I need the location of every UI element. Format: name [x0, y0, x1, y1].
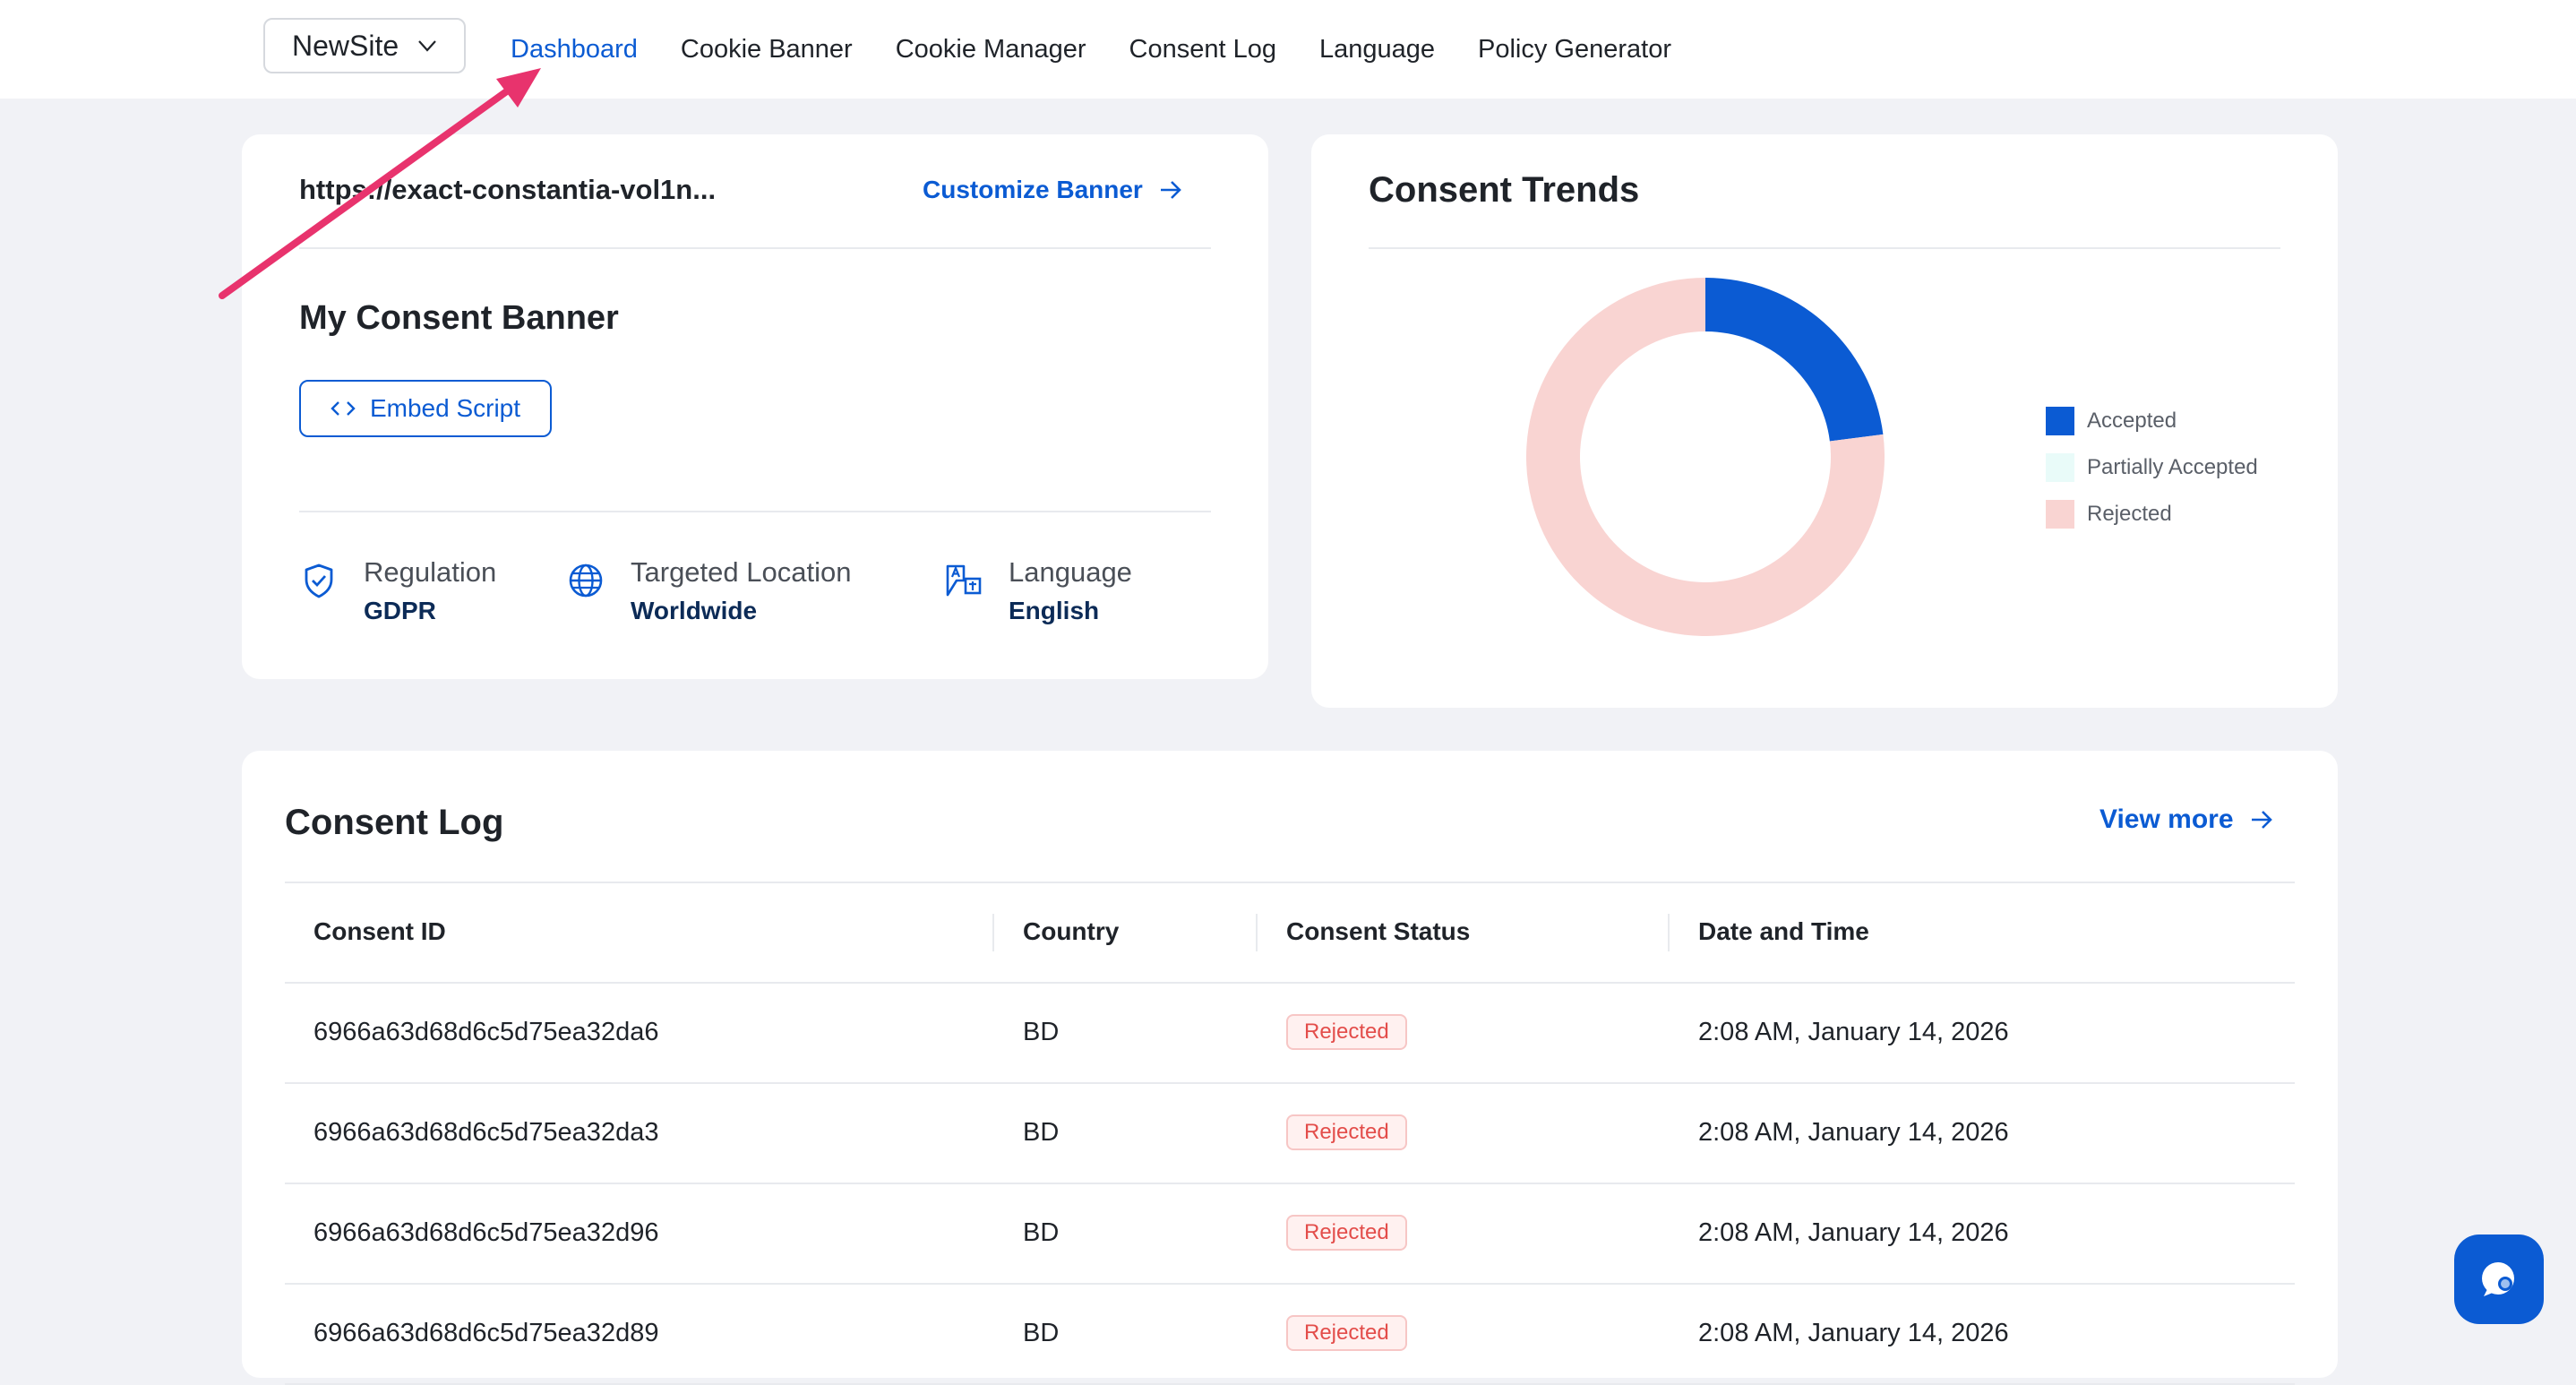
country-cell: BD: [1023, 1218, 1060, 1247]
consent-id-cell: 6966a63d68d6c5d75ea32d96: [313, 1218, 659, 1247]
column-header-date-time[interactable]: Date and Time: [1698, 917, 1869, 945]
code-icon: [331, 401, 356, 416]
meta-value: GDPR: [364, 597, 436, 624]
table-row[interactable]: 6966a63d68d6c5d75ea32da3 BD Rejected 2:0…: [285, 1084, 2295, 1184]
meta-value: Worldwide: [631, 597, 758, 624]
donut-slice-accepted[interactable]: [1705, 278, 1884, 442]
nav-language[interactable]: Language: [1318, 34, 1436, 64]
consent-id-cell: 6966a63d68d6c5d75ea32da6: [313, 1018, 659, 1046]
meta-label: Language: [1009, 556, 1132, 588]
country-cell: BD: [1023, 1319, 1060, 1347]
status-badge: Rejected: [1286, 1315, 1407, 1351]
consent-log-card: Consent Log View more Consent ID Country…: [242, 751, 2338, 1385]
nav-cookie-manager[interactable]: Cookie Manager: [895, 34, 1086, 64]
consent-banner-card: https://exact-constantia-vol1n... Custom…: [242, 134, 1268, 679]
main-nav: Dashboard Cookie Banner Cookie Manager C…: [511, 0, 1714, 99]
translate-icon: [946, 564, 982, 597]
nav-consent-log[interactable]: Consent Log: [1129, 34, 1276, 64]
consent-log-table: Consent ID Country Consent Status Date a…: [285, 882, 2295, 1385]
shield-check-icon: [305, 563, 333, 598]
datetime-cell: 2:08 AM, January 14, 2026: [1698, 1319, 2009, 1347]
view-more-link[interactable]: View more: [2099, 804, 2273, 835]
table-row[interactable]: 6966a63d68d6c5d75ea32d96 BD Rejected 2:0…: [285, 1184, 2295, 1285]
table-row[interactable]: 6966a63d68d6c5d75ea32da6 BD Rejected 2:0…: [285, 984, 2295, 1084]
meta-label: Targeted Location: [631, 556, 852, 588]
meta-value: English: [1009, 597, 1100, 624]
divider: [299, 247, 1211, 249]
customize-banner-label: Customize Banner: [923, 176, 1143, 203]
consent-id-cell: 6966a63d68d6c5d75ea32d89: [313, 1319, 659, 1347]
divider: [1369, 247, 2280, 249]
column-separator: [1668, 914, 1670, 951]
table-row[interactable]: 6966a63d68d6c5d75ea32d89 BD Rejected 2:0…: [285, 1285, 2295, 1385]
legend-item-rejected: Rejected: [2046, 491, 2258, 538]
meta-label: Regulation: [364, 556, 497, 588]
customize-banner-link[interactable]: Customize Banner: [923, 176, 1182, 204]
donut-slice-rejected[interactable]: [1526, 278, 1885, 636]
top-navigation-bar: NewSite Dashboard Cookie Banner Cookie M…: [0, 0, 2576, 99]
arrow-right-icon: [2251, 811, 2272, 829]
consent-id-cell: 6966a63d68d6c5d75ea32da3: [313, 1118, 659, 1147]
table-header: Consent ID Country Consent Status Date a…: [285, 882, 2295, 984]
column-separator: [1256, 914, 1258, 951]
datetime-cell: 2:08 AM, January 14, 2026: [1698, 1118, 2009, 1147]
site-selector-dropdown[interactable]: NewSite: [263, 18, 466, 73]
consent-log-title: Consent Log: [285, 803, 504, 842]
country-cell: BD: [1023, 1118, 1060, 1147]
arrow-right-icon: [1160, 181, 1181, 199]
legend-label: Partially Accepted: [2087, 455, 2258, 479]
meta-targeted-location: Targeted Location Worldwide: [566, 555, 851, 625]
status-badge: Rejected: [1286, 1014, 1407, 1050]
column-separator: [992, 914, 994, 951]
divider: [299, 511, 1211, 512]
site-selector-label: NewSite: [292, 29, 399, 62]
nav-policy-generator[interactable]: Policy Generator: [1478, 34, 1672, 64]
column-header-consent-status[interactable]: Consent Status: [1286, 917, 1471, 945]
datetime-cell: 2:08 AM, January 14, 2026: [1698, 1018, 2009, 1046]
embed-script-label: Embed Script: [369, 394, 521, 422]
meta-regulation: Regulation GDPR: [299, 555, 496, 625]
site-url: https://exact-constantia-vol1n...: [299, 174, 717, 205]
chevron-down-icon: [418, 40, 436, 52]
consent-donut-chart: [1526, 278, 1885, 636]
legend-swatch: [2046, 500, 2074, 529]
consent-trends-title: Consent Trends: [1369, 170, 1640, 210]
legend-item-accepted: Accepted: [2046, 398, 2258, 444]
status-badge: Rejected: [1286, 1215, 1407, 1251]
legend-label: Accepted: [2087, 409, 2177, 433]
view-more-label: View more: [2099, 804, 2234, 834]
column-header-consent-id[interactable]: Consent ID: [313, 917, 446, 945]
country-cell: BD: [1023, 1018, 1060, 1046]
meta-language: Language English: [944, 555, 1132, 625]
nav-cookie-banner[interactable]: Cookie Banner: [680, 34, 853, 64]
chat-bubble-icon: [2482, 1262, 2514, 1296]
datetime-cell: 2:08 AM, January 14, 2026: [1698, 1218, 2009, 1247]
globe-icon: [569, 563, 603, 598]
nav-dashboard[interactable]: Dashboard: [511, 34, 638, 64]
legend-swatch: [2046, 407, 2074, 435]
column-header-country[interactable]: Country: [1023, 917, 1120, 945]
chat-support-button[interactable]: [2454, 1234, 2544, 1324]
embed-script-button[interactable]: Embed Script: [299, 380, 552, 437]
status-badge: Rejected: [1286, 1114, 1407, 1150]
chart-legend: Accepted Partially Accepted Rejected: [2046, 398, 2258, 538]
legend-item-partially-accepted: Partially Accepted: [2046, 444, 2258, 491]
banner-title: My Consent Banner: [299, 299, 619, 337]
legend-label: Rejected: [2087, 502, 2172, 526]
legend-swatch: [2046, 453, 2074, 482]
consent-trends-card: Consent Trends Accepted Partially Accept…: [1311, 134, 2338, 708]
